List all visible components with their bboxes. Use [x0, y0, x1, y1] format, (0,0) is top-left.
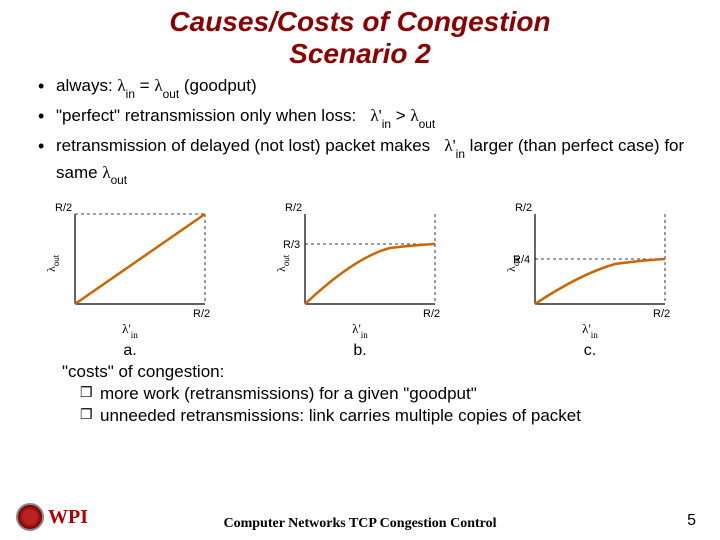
chart-a-ylabel: λout	[45, 254, 61, 272]
chart-b-xright: R/2	[423, 308, 440, 319]
cost-item-2: unneeded retransmissions: link carries m…	[80, 406, 690, 426]
chart-a-wrap: R/2 λout R/2 λ'in a.	[45, 199, 215, 361]
chart-a-ytop: R/2	[55, 202, 72, 214]
footer: Computer Networks TCP Congestion Control	[0, 516, 720, 532]
chart-b-wrap: R/2 R/3 λout R/2 λ'in b.	[275, 199, 445, 361]
chart-c-line	[535, 259, 665, 304]
lambda-symbol: λ	[370, 106, 378, 125]
chart-c-caption: c.	[584, 342, 596, 360]
chart-c-ylabel: λout	[505, 254, 521, 272]
chart-a-xright: R/2	[193, 308, 210, 319]
sub-in: in	[126, 87, 135, 101]
bullet1-pre: always:	[56, 76, 113, 95]
chart-c-wrap: R/2 R/4 λout R/2 λ'in c.	[505, 199, 675, 361]
charts-row: R/2 λout R/2 λ'in a. R/2 R/3 λout R/2	[0, 191, 720, 361]
bullet3-pre: retransmission of delayed (not lost) pac…	[56, 136, 430, 155]
lambda-symbol: λ	[117, 76, 125, 95]
chart-a-caption: a.	[123, 342, 136, 360]
bullet-2: "perfect" retransmission only when loss:…	[38, 104, 692, 130]
bullet-3: retransmission of delayed (not lost) pac…	[38, 134, 692, 186]
title-line1: Causes/Costs of Congestion	[169, 6, 550, 37]
lambda-symbol: λ	[410, 106, 418, 125]
chart-c: R/2 R/4 λout R/2	[505, 199, 675, 319]
gt-sign: >	[396, 106, 406, 125]
lambda-symbol: λ	[102, 163, 110, 182]
chart-b-xlabel: λ'in	[352, 321, 368, 339]
xlabel-sub: in	[591, 330, 598, 340]
chart-b-line	[305, 244, 435, 304]
chart-c-ytop: R/2	[515, 202, 532, 214]
chart-b-ylabel: λout	[275, 254, 291, 272]
chart-b: R/2 R/3 λout R/2	[275, 199, 445, 319]
costs-section: "costs" of congestion: more work (retran…	[0, 360, 720, 426]
chart-c-xright: R/2	[653, 308, 670, 319]
chart-c-xlabel: λ'in	[582, 321, 598, 339]
lambda-symbol: λ	[444, 136, 452, 155]
xlabel-sub: in	[131, 330, 138, 340]
bullet1-post: (goodput)	[184, 76, 257, 95]
chart-a-xlabel: λ'in	[122, 321, 138, 339]
lambda-symbol: λ	[154, 76, 162, 95]
chart-a-line	[75, 214, 205, 304]
costs-title-pre: "costs"	[62, 362, 114, 381]
sub-in: in	[382, 117, 391, 131]
bullet2-pre: "perfect" retransmission only when loss:	[56, 106, 356, 125]
costs-list: more work (retransmissions) for a given …	[80, 384, 690, 426]
sub-in: in	[456, 147, 465, 161]
costs-title-post: of congestion:	[114, 362, 225, 381]
sub-out: out	[419, 117, 436, 131]
equals-sign: =	[140, 76, 150, 95]
sub-out: out	[163, 87, 180, 101]
footer-text: Computer Networks TCP Congestion Control	[223, 516, 496, 532]
cost-item-1: more work (retransmissions) for a given …	[80, 384, 690, 404]
bullet-list: always: λin = λout (goodput) "perfect" r…	[0, 70, 720, 186]
chart-b-caption: b.	[353, 342, 366, 360]
sub-out: out	[111, 173, 128, 187]
costs-title: "costs" of congestion:	[62, 362, 690, 382]
page-number: 5	[687, 512, 696, 530]
chart-b-ytop: R/2	[285, 202, 302, 214]
chart-a: R/2 λout R/2	[45, 199, 215, 319]
title-line2: Scenario 2	[289, 38, 431, 69]
chart-b-r3: R/3	[283, 239, 300, 251]
slide-title: Causes/Costs of Congestion Scenario 2	[0, 0, 720, 70]
bullet-1: always: λin = λout (goodput)	[38, 74, 692, 100]
xlabel-sub: in	[361, 330, 368, 340]
